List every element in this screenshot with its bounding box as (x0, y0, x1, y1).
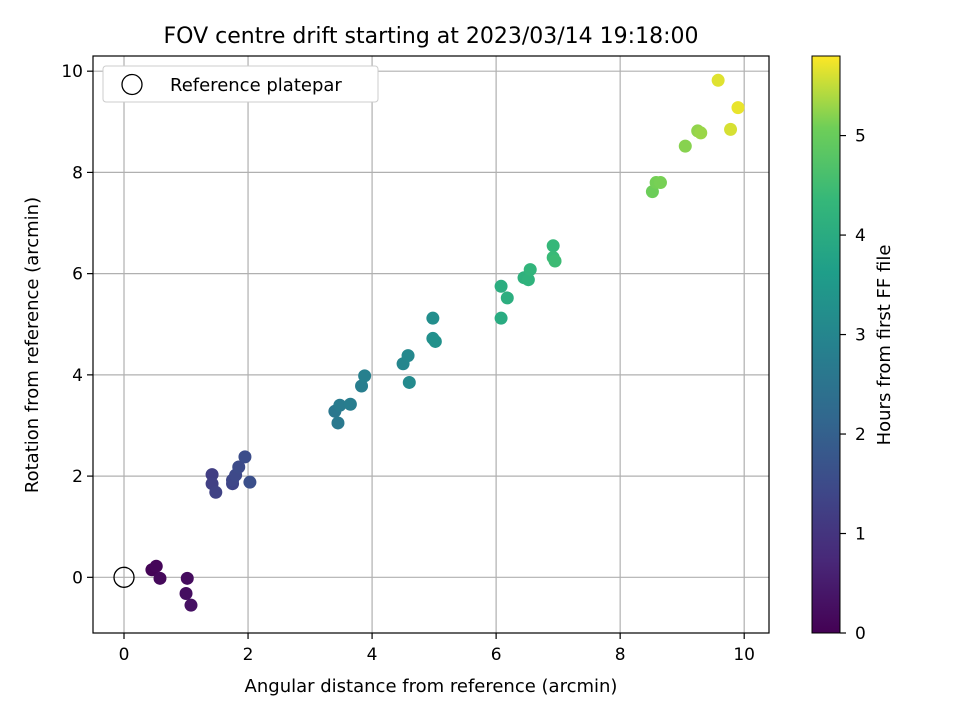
data-point (694, 126, 708, 140)
data-point (179, 587, 193, 601)
chart-title: FOV centre drift starting at 2023/03/14 … (164, 24, 699, 49)
x-axis-label: Angular distance from reference (arcmin) (245, 676, 618, 697)
data-point (653, 176, 667, 190)
y-tick-label: 8 (72, 163, 83, 183)
reference-platepar-marker (113, 566, 135, 588)
legend: Reference platepar (102, 65, 379, 103)
data-point (358, 369, 372, 383)
data-point (731, 101, 745, 115)
data-point (494, 311, 508, 325)
data-point (331, 416, 345, 430)
legend-marker-reference (121, 73, 143, 96)
data-point (494, 279, 508, 293)
data-point (548, 254, 562, 268)
data-points (113, 73, 745, 612)
data-point (209, 485, 223, 499)
y-tick-label: 6 (72, 265, 83, 285)
y-tick-label: 2 (72, 467, 83, 487)
data-point (711, 73, 725, 87)
y-tick-label: 0 (72, 568, 83, 588)
data-point (724, 122, 738, 136)
data-point (500, 291, 514, 305)
x-tick-label: 0 (119, 645, 130, 665)
data-point (426, 311, 440, 325)
plot-frame (92, 55, 770, 634)
colorbar-tick-label: 0 (855, 624, 866, 644)
x-tick-label: 8 (615, 645, 626, 665)
data-point (523, 263, 537, 277)
colorbar-tick-label: 5 (855, 127, 866, 147)
data-point (149, 559, 163, 573)
data-point (205, 468, 219, 482)
legend-label-reference: Reference platepar (170, 75, 342, 96)
data-point (238, 450, 252, 464)
data-point (333, 398, 347, 412)
colorbar (811, 55, 841, 634)
y-tick-label: 10 (61, 62, 83, 82)
x-axis-ticks: 0 2 4 6 8 10 (119, 633, 755, 665)
y-axis-label: Rotation from reference (arcmin) (22, 197, 43, 493)
data-point (402, 375, 416, 389)
y-tick-label: 4 (72, 366, 83, 386)
colorbar-label: Hours from first FF file (874, 245, 895, 446)
data-point (401, 349, 415, 363)
colorbar-ticks: 0 1 2 3 4 5 (840, 127, 866, 644)
data-point (343, 397, 357, 411)
data-point (232, 460, 246, 474)
data-point (153, 571, 167, 585)
legend-box (102, 65, 379, 103)
x-tick-label: 2 (243, 645, 254, 665)
x-tick-label: 10 (733, 645, 755, 665)
data-point (678, 139, 692, 153)
x-tick-label: 4 (367, 645, 378, 665)
data-point (184, 598, 198, 612)
data-point (428, 334, 442, 348)
y-axis-ticks: 0 2 4 6 8 10 (61, 62, 93, 588)
x-tick-label: 6 (491, 645, 502, 665)
data-point (180, 571, 194, 585)
colorbar-tick-label: 1 (855, 525, 866, 545)
colorbar-tick-label: 4 (855, 226, 866, 246)
data-point (546, 239, 560, 253)
data-point (521, 273, 535, 287)
data-point (243, 475, 257, 489)
colorbar-tick-label: 2 (855, 425, 866, 445)
data-point (355, 379, 369, 393)
colorbar-tick-label: 3 (855, 326, 866, 346)
